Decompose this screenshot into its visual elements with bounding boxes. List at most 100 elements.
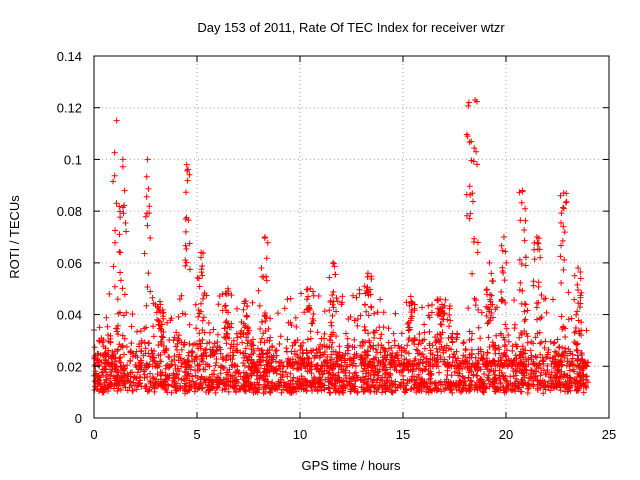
data-point — [202, 366, 209, 373]
data-point — [176, 296, 183, 303]
data-point — [502, 321, 509, 328]
data-point — [522, 254, 529, 261]
data-point — [538, 292, 545, 299]
data-point — [145, 387, 152, 394]
data-point — [327, 297, 334, 304]
data-point — [329, 371, 336, 378]
data-point — [102, 350, 109, 357]
data-point — [119, 163, 126, 170]
data-point — [301, 358, 308, 365]
data-point — [465, 305, 472, 312]
data-point — [211, 340, 218, 347]
data-point — [542, 338, 549, 345]
y-tick-label: 0 — [75, 411, 82, 426]
data-point — [465, 374, 472, 381]
data-point — [107, 379, 114, 386]
data-point — [172, 343, 179, 350]
data-point — [411, 335, 418, 342]
data-point — [227, 373, 234, 380]
data-point — [521, 362, 528, 369]
data-point — [440, 349, 447, 356]
data-point — [446, 363, 453, 370]
data-point — [507, 386, 514, 393]
data-point — [234, 305, 241, 312]
data-point — [486, 259, 493, 266]
data-point — [575, 355, 582, 362]
data-point — [213, 359, 220, 366]
data-point — [260, 390, 267, 397]
data-point — [377, 335, 384, 342]
data-point — [422, 366, 429, 373]
data-point — [250, 336, 257, 343]
data-point — [225, 388, 232, 395]
data-point — [217, 370, 224, 377]
data-point — [309, 315, 316, 322]
data-point — [127, 348, 134, 355]
data-point — [436, 369, 443, 376]
data-point — [179, 310, 186, 317]
data-point — [290, 374, 297, 381]
data-point — [311, 374, 318, 381]
data-point — [416, 350, 423, 357]
data-point — [467, 386, 474, 393]
data-point — [198, 352, 205, 359]
data-point — [349, 292, 356, 299]
data-point — [491, 371, 498, 378]
data-point — [372, 365, 379, 372]
data-point — [573, 341, 580, 348]
data-point — [567, 375, 574, 382]
data-point — [560, 324, 567, 331]
data-point — [215, 301, 222, 308]
data-point — [160, 347, 167, 354]
data-point — [186, 171, 193, 178]
data-point — [157, 308, 164, 315]
data-point — [426, 363, 433, 370]
data-point — [318, 335, 325, 342]
data-point — [133, 375, 140, 382]
data-point — [441, 386, 448, 393]
data-point — [201, 292, 208, 299]
data-point — [336, 374, 343, 381]
data-point — [175, 313, 182, 320]
data-point — [538, 314, 545, 321]
data-point — [387, 372, 394, 379]
data-point — [354, 388, 361, 395]
data-point — [434, 355, 441, 362]
data-point — [198, 385, 205, 392]
data-point — [299, 346, 306, 353]
data-point — [114, 331, 121, 338]
data-point — [278, 379, 285, 386]
data-point — [566, 377, 573, 384]
data-point — [322, 376, 329, 383]
data-point — [351, 317, 358, 324]
data-point — [199, 352, 206, 359]
data-point — [206, 329, 213, 336]
data-point — [360, 379, 367, 386]
data-point — [380, 309, 387, 316]
data-point — [321, 386, 328, 393]
data-point — [533, 354, 540, 361]
data-point — [224, 378, 231, 385]
data-point — [100, 343, 107, 350]
data-point — [360, 339, 367, 346]
data-point — [112, 239, 119, 246]
data-point — [531, 239, 538, 246]
data-point — [225, 309, 232, 316]
data-point — [127, 357, 134, 364]
data-point — [305, 307, 312, 314]
data-point — [560, 266, 567, 273]
data-point — [578, 319, 585, 326]
data-point — [300, 339, 307, 346]
data-point — [538, 369, 545, 376]
data-point — [160, 384, 167, 391]
data-point — [503, 388, 510, 395]
data-point — [123, 228, 130, 235]
data-point — [303, 286, 310, 293]
data-point — [238, 383, 245, 390]
data-point — [498, 242, 505, 249]
data-point — [472, 382, 479, 389]
data-point — [194, 386, 201, 393]
data-point — [154, 303, 161, 310]
data-point — [266, 362, 273, 369]
data-point — [561, 349, 568, 356]
